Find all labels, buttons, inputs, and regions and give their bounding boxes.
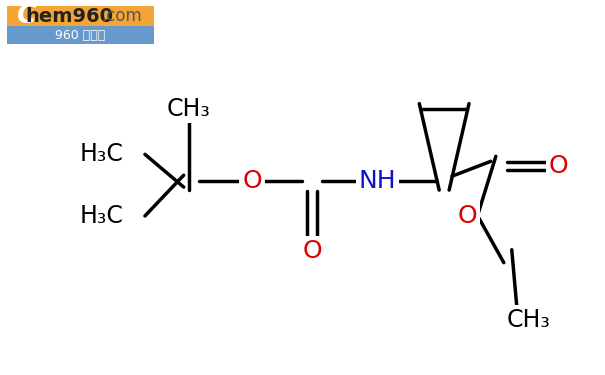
Text: O: O [243, 169, 262, 193]
Bar [7, 26, 154, 44]
Text: H₃C: H₃C [79, 204, 123, 228]
Text: O: O [457, 204, 477, 228]
Text: CH₃: CH₃ [507, 308, 551, 332]
Text: C: C [16, 3, 35, 29]
Text: O: O [302, 239, 322, 263]
Text: hem960: hem960 [25, 7, 114, 26]
Text: .com: .com [101, 7, 142, 25]
Text: 960 化工网: 960 化工网 [55, 28, 105, 42]
Text: O: O [549, 154, 568, 178]
Bar [7, 6, 154, 26]
Text: CH₃: CH₃ [167, 97, 211, 121]
Text: H₃C: H₃C [79, 142, 123, 166]
Text: NH: NH [359, 169, 396, 193]
